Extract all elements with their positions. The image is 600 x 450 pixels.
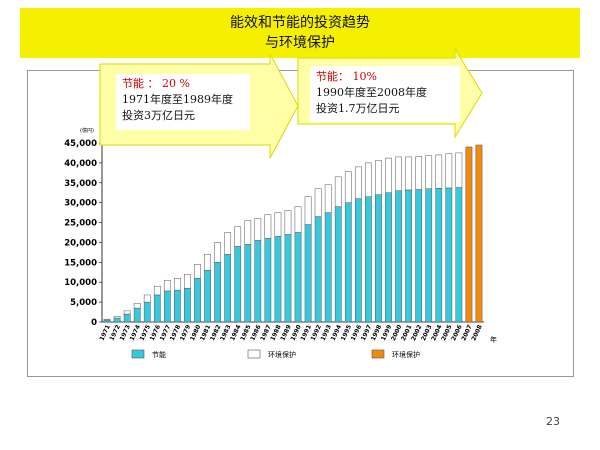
callout-box-left [116,74,250,130]
bar-segment-series-1 [304,196,312,225]
callout-left-line3: 投资3万亿日元 [122,109,195,122]
bar-segment-series-1 [385,157,392,193]
callout-left-line2: 1971年度至1989年度 [122,93,233,106]
bar-segment-series-1 [435,154,443,189]
bar-segment-series-1 [395,156,402,191]
bar-segment-series-1 [405,156,412,191]
bar-segment-series-1 [184,274,191,289]
legend-label: 环境保护 [392,350,420,359]
bar-segment-series-1 [314,188,322,217]
callout-right-line1: 节能： 10% [316,70,377,83]
bar-segment-series-1 [324,184,332,213]
page-number: 23 [546,415,560,428]
bar-segment-series-1 [375,160,382,195]
bar-segment-series-1 [425,155,433,189]
bar-segment-series-1 [103,318,111,321]
callout-box-right [310,66,460,122]
bar-segment-series-1 [214,242,221,263]
bar-segment-series-1 [254,218,262,241]
legend-swatch [371,349,385,359]
y-tick-label: 45,000 [64,139,97,149]
slide-title-banner: 能效和节能的投资趋势 与环境保护 [20,8,580,58]
y-axis-unit: (億円) [80,127,94,134]
bar-segment-series-1 [455,152,463,188]
y-tick-label: 30,000 [64,199,97,209]
bar-segment-series-2 [475,144,483,323]
y-tick-label: 40,000 [64,159,97,169]
bar-segment-series-1 [204,254,211,271]
bar-segment-series-1 [344,171,352,203]
y-tick-label: 25,000 [64,219,97,229]
y-tick-label: 10,000 [64,278,97,288]
callout-right-line2: 1990年度至2008年度 [316,86,427,99]
bar-segment-series-1 [113,316,121,319]
bar-segment-series-1 [133,303,141,309]
y-tick-label: 35,000 [64,179,97,189]
y-tick-label: 15,000 [64,258,97,268]
bar-segment-series-1 [365,162,372,197]
y-tick-label: 20,000 [64,238,97,248]
bar-segment-series-1 [153,285,161,296]
bar-segment-series-1 [123,310,131,315]
slide-title-line2: 与环境保护 [265,35,335,51]
bar-segment-series-1 [194,264,201,279]
slide-title-line1: 能效和节能的投资趋势 [230,15,370,31]
bar-segment-series-1 [224,232,232,255]
bar-segment-series-1 [234,226,242,247]
bar-segment-series-1 [284,210,292,235]
bar-segment-series-1 [163,279,171,292]
y-tick-label: 5,000 [70,298,97,308]
bar-segment-series-1 [143,294,151,303]
bar-segment-series-2 [465,146,473,323]
callout-right-line3: 投资1.7万亿日元 [316,102,400,115]
callout-right-text: 节能： 10% 1990年度至2008年度 投资1.7万亿日元 [316,69,427,117]
callout-left-line1: 节能 ： 20 % [122,77,190,90]
bar-segment-series-1 [294,206,302,233]
legend-label: 环境保护 [268,350,296,359]
legend-swatch [247,349,261,359]
bar-segment-series-1 [334,176,342,207]
bar-segment-series-1 [264,214,272,239]
bar-segment-series-1 [174,277,181,291]
y-tick-label: 0 [91,318,97,328]
x-axis-unit: 年 [490,335,497,344]
legend-label: 节能 [152,350,166,359]
bar-segment-series-1 [354,166,362,199]
bar-segment-series-1 [415,156,423,190]
bar-segment-series-1 [445,153,453,189]
legend-swatch [131,349,145,359]
bar-segment-series-1 [244,220,252,245]
bar-segment-series-1 [274,212,282,237]
callout-left-text: 节能 ： 20 % 1971年度至1989年度 投资3万亿日元 [122,76,233,124]
